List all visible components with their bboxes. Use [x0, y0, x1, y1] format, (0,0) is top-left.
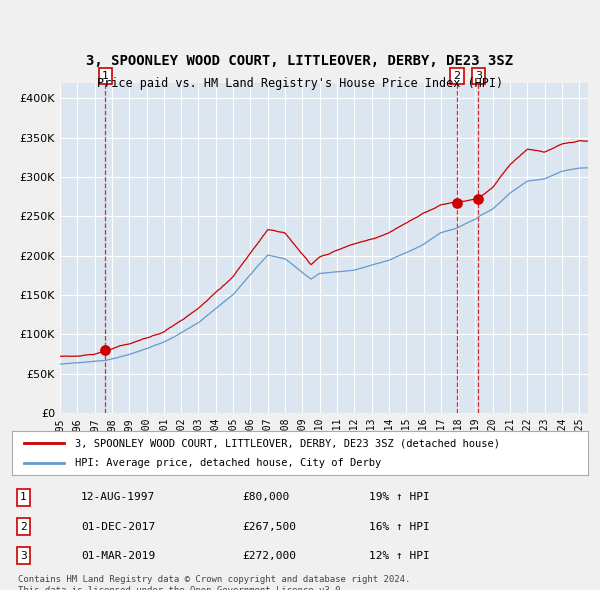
Text: 1: 1 — [20, 493, 27, 502]
Text: 12% ↑ HPI: 12% ↑ HPI — [369, 551, 430, 560]
Text: 1: 1 — [102, 71, 109, 81]
Text: £267,500: £267,500 — [242, 522, 296, 532]
Text: 01-DEC-2017: 01-DEC-2017 — [81, 522, 155, 532]
Text: Price paid vs. HM Land Registry's House Price Index (HPI): Price paid vs. HM Land Registry's House … — [97, 77, 503, 90]
Text: £272,000: £272,000 — [242, 551, 296, 560]
Text: 3: 3 — [20, 551, 27, 560]
Text: 01-MAR-2019: 01-MAR-2019 — [81, 551, 155, 560]
Text: 2: 2 — [453, 71, 460, 81]
Point — [473, 194, 483, 204]
Point — [101, 345, 110, 355]
Point — [452, 198, 461, 207]
Text: HPI: Average price, detached house, City of Derby: HPI: Average price, detached house, City… — [76, 458, 382, 467]
Text: 12-AUG-1997: 12-AUG-1997 — [81, 493, 155, 502]
Text: 3, SPOONLEY WOOD COURT, LITTLEOVER, DERBY, DE23 3SZ: 3, SPOONLEY WOOD COURT, LITTLEOVER, DERB… — [86, 54, 514, 68]
Text: 3: 3 — [475, 71, 482, 81]
Text: 19% ↑ HPI: 19% ↑ HPI — [369, 493, 430, 502]
Text: 16% ↑ HPI: 16% ↑ HPI — [369, 522, 430, 532]
Text: 2: 2 — [20, 522, 27, 532]
Text: £80,000: £80,000 — [242, 493, 290, 502]
Text: Contains HM Land Registry data © Crown copyright and database right 2024.
This d: Contains HM Land Registry data © Crown c… — [18, 575, 410, 590]
Text: 3, SPOONLEY WOOD COURT, LITTLEOVER, DERBY, DE23 3SZ (detached house): 3, SPOONLEY WOOD COURT, LITTLEOVER, DERB… — [76, 438, 500, 448]
